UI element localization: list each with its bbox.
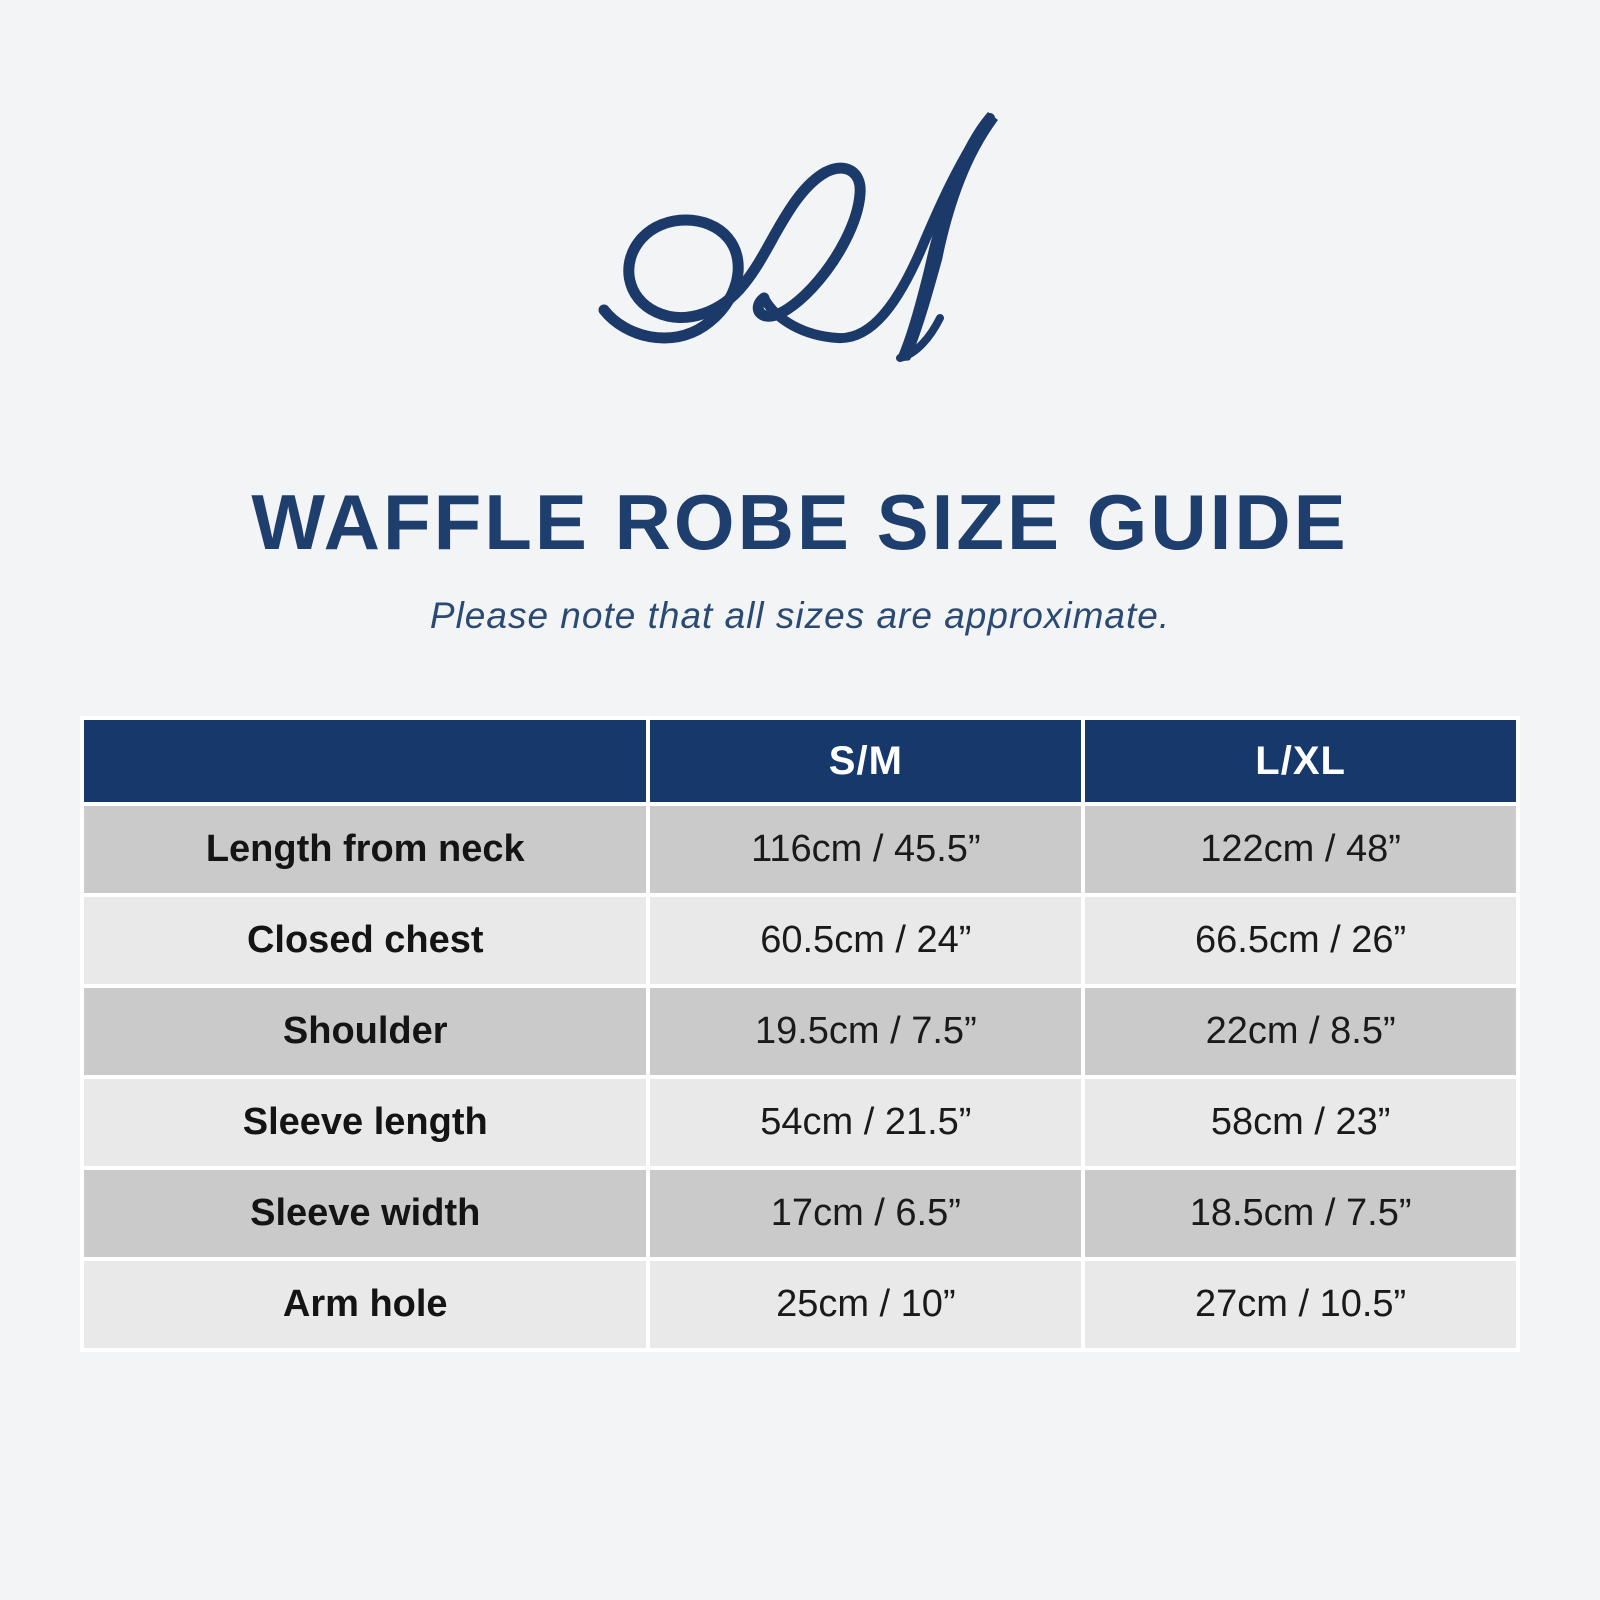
row-label: Arm hole <box>84 1261 647 1348</box>
table-header-row: S/M L/XL <box>84 720 1516 802</box>
table-row-arm-hole: Arm hole 25cm / 10” 27cm / 10.5” <box>84 1261 1516 1348</box>
value-lxl: 66.5cm / 26” <box>1085 897 1516 984</box>
table-row-sleeve-length: Sleeve length 54cm / 21.5” 58cm / 23” <box>84 1079 1516 1166</box>
value-sm: 116cm / 45.5” <box>650 806 1082 893</box>
row-label: Sleeve length <box>84 1079 647 1166</box>
value-sm: 25cm / 10” <box>650 1261 1082 1348</box>
brand-logo <box>0 0 1600 367</box>
value-lxl: 18.5cm / 7.5” <box>1085 1170 1516 1257</box>
table-row-closed-chest: Closed chest 60.5cm / 24” 66.5cm / 26” <box>84 897 1516 984</box>
value-lxl: 22cm / 8.5” <box>1085 988 1516 1075</box>
value-sm: 60.5cm / 24” <box>650 897 1082 984</box>
value-lxl: 27cm / 10.5” <box>1085 1261 1516 1348</box>
value-lxl: 122cm / 48” <box>1085 806 1516 893</box>
row-label: Shoulder <box>84 988 647 1075</box>
size-guide-table: S/M L/XL Length from neck 116cm / 45.5” … <box>80 716 1520 1352</box>
row-label: Sleeve width <box>84 1170 647 1257</box>
table-row-sleeve-width: Sleeve width 17cm / 6.5” 18.5cm / 7.5” <box>84 1170 1516 1257</box>
row-label: Length from neck <box>84 806 647 893</box>
value-sm: 54cm / 21.5” <box>650 1079 1082 1166</box>
page-subtitle: Please note that all sizes are approxima… <box>429 595 1171 636</box>
value-lxl: 58cm / 23” <box>1085 1079 1516 1166</box>
header-col-lxl: L/XL <box>1085 720 1516 802</box>
row-label: Closed chest <box>84 897 647 984</box>
header-empty-cell <box>84 720 647 802</box>
table-row-shoulder: Shoulder 19.5cm / 7.5” 22cm / 8.5” <box>84 988 1516 1075</box>
value-sm: 17cm / 6.5” <box>650 1170 1082 1257</box>
header-col-sm: S/M <box>650 720 1082 802</box>
value-sm: 19.5cm / 7.5” <box>650 988 1082 1075</box>
script-a-monogram-icon <box>598 112 998 362</box>
table-row-length-from-neck: Length from neck 116cm / 45.5” 122cm / 4… <box>84 806 1516 893</box>
page-title: WAFFLE ROBE SIZE GUIDE <box>251 478 1349 566</box>
